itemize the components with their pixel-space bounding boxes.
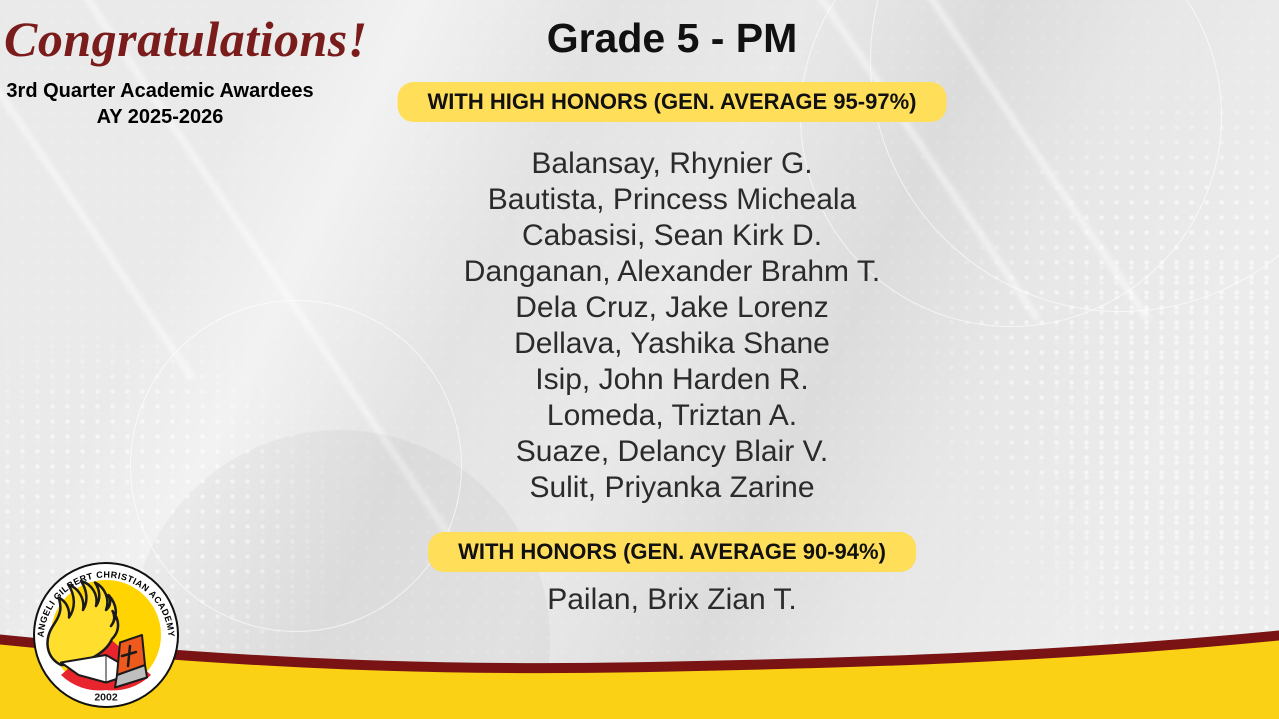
svg-text:2002: 2002 xyxy=(94,692,118,704)
